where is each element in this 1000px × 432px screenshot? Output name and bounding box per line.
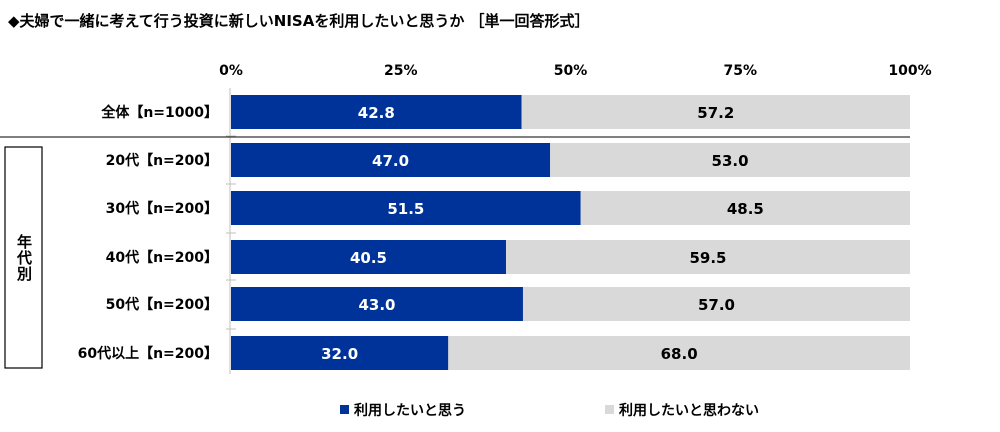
category-label: 60代以上【n=200】	[78, 345, 218, 362]
category-label: 全体【n=1000】	[100, 104, 218, 121]
bar-want	[231, 240, 506, 274]
x-tick-label: 100%	[888, 63, 931, 79]
legend-swatch	[340, 405, 349, 414]
bar-not-want	[505, 240, 910, 274]
bar-not-want	[550, 143, 910, 177]
group-label-age: 年代別	[15, 233, 33, 282]
bar-not-want	[522, 287, 910, 321]
data-label: 43.0	[358, 296, 395, 314]
legend-label: 利用したいと思う	[354, 402, 466, 419]
data-label: 48.5	[727, 200, 764, 218]
bar-not-want	[521, 95, 910, 129]
x-tick-label: 0%	[219, 63, 243, 79]
bar-not-want	[448, 336, 910, 370]
bar-want	[231, 287, 523, 321]
category-label: 50代【n=200】	[106, 296, 218, 313]
data-label: 40.5	[350, 249, 387, 267]
bar-want	[231, 191, 581, 225]
legend-swatch	[605, 405, 614, 414]
x-tick-label: 50%	[554, 63, 588, 79]
bar-want	[231, 143, 551, 177]
bar-want	[231, 336, 449, 370]
x-tick-label: 75%	[723, 63, 757, 79]
category-label: 40代【n=200】	[106, 249, 218, 266]
data-label: 51.5	[387, 200, 424, 218]
data-label: 57.2	[697, 104, 734, 122]
data-label: 32.0	[321, 345, 358, 363]
bar-want	[231, 95, 522, 129]
data-label: 53.0	[712, 152, 749, 170]
data-label: 42.8	[358, 104, 395, 122]
data-label: 57.0	[698, 296, 735, 314]
chart-title: ◆夫婦で一緒に考えて行う投資に新しいNISAを利用したいと思うか ［単一回答形式…	[8, 12, 590, 30]
x-tick-label: 25%	[384, 63, 418, 79]
group-box	[4, 146, 43, 369]
bar-not-want	[580, 191, 910, 225]
category-label: 20代【n=200】	[106, 152, 218, 169]
legend-label: 利用したいと思わない	[619, 402, 759, 419]
data-label: 68.0	[661, 345, 698, 363]
data-label: 59.5	[689, 249, 726, 267]
data-label: 47.0	[372, 152, 409, 170]
category-label: 30代【n=200】	[106, 200, 218, 217]
